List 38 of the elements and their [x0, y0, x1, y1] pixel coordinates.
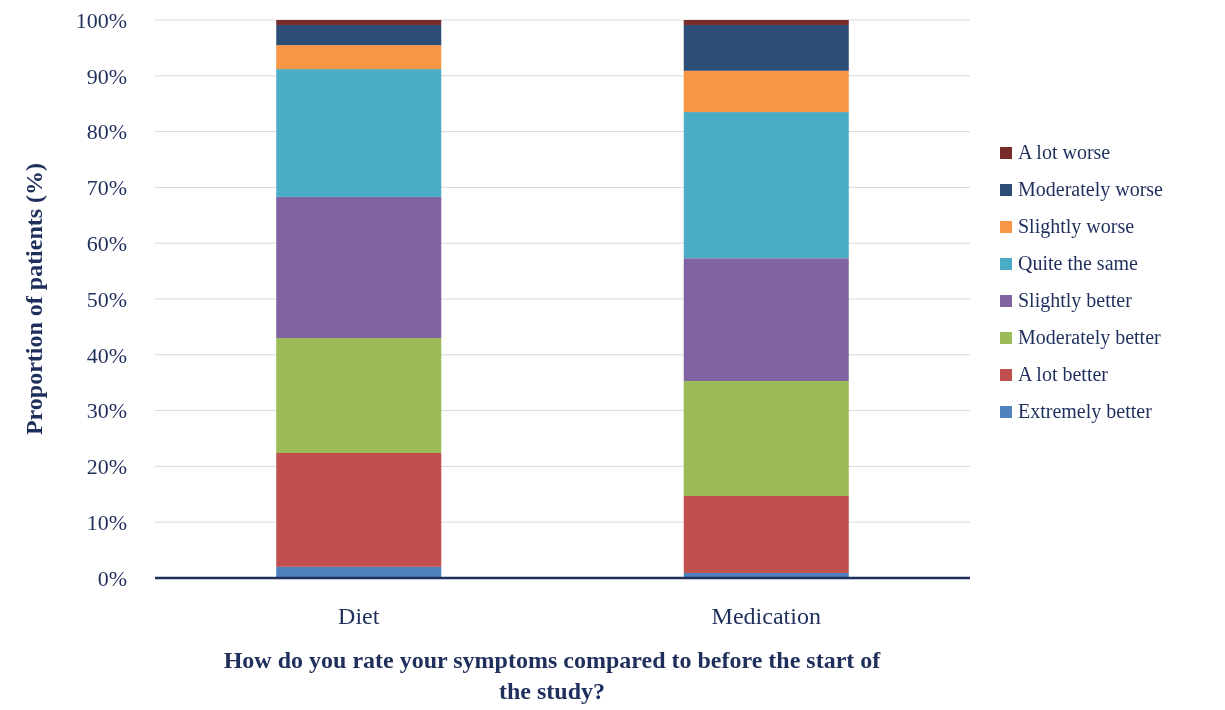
bar	[683, 495, 849, 573]
y-tick-label: 50%	[86, 286, 127, 312]
bar	[683, 381, 849, 496]
y-axis-title: Proportion of patients (%)	[21, 162, 47, 436]
y-tick-label: 60%	[86, 230, 127, 256]
bar	[276, 45, 442, 70]
y-tick-label: 0%	[97, 565, 127, 591]
y-tick-label: 70%	[86, 175, 127, 201]
bar	[683, 70, 849, 113]
legend-label: Moderately worse	[1018, 178, 1164, 201]
legend-label: Slightly better	[1018, 289, 1133, 312]
y-tick-label: 20%	[86, 454, 127, 480]
y-tick-label: 100%	[75, 7, 127, 33]
bar	[683, 25, 849, 71]
bar	[683, 112, 849, 259]
bar	[276, 25, 442, 46]
bar	[276, 196, 442, 339]
y-tick-label: 80%	[86, 119, 127, 145]
bar	[276, 338, 442, 454]
y-tick-label: 30%	[86, 398, 127, 424]
y-tick-label: 10%	[86, 509, 127, 535]
legend-label: A lot better	[1018, 363, 1109, 385]
x-tick-label: Medication	[711, 603, 821, 629]
legend-label: Moderately better	[1018, 326, 1162, 349]
legend-label: Extremely better	[1018, 400, 1153, 423]
legend-label: Slightly worse	[1018, 215, 1135, 238]
legend-label: Quite the same	[1018, 252, 1139, 274]
bar	[683, 20, 849, 26]
x-axis-title: How do you rate your symptoms compared to before the start of the study?	[223, 647, 882, 704]
bar	[683, 258, 849, 382]
y-tick-label: 40%	[86, 342, 127, 368]
x-tick-label: Diet	[338, 603, 380, 629]
bar	[276, 566, 442, 578]
legend-label: A lot worse	[1018, 141, 1111, 163]
bar	[276, 453, 442, 567]
y-tick-label: 90%	[86, 63, 127, 89]
bar	[276, 69, 442, 197]
bar	[276, 20, 442, 26]
